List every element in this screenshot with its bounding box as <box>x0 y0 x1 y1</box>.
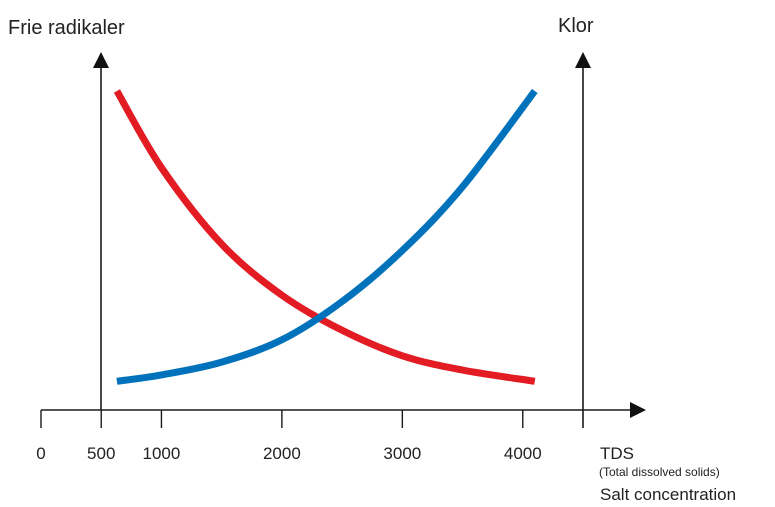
x-tick-label: 3000 <box>383 444 421 463</box>
x-axis-arrow-icon <box>630 402 646 418</box>
right-axis-title: Klor <box>558 15 594 37</box>
axes <box>41 52 646 428</box>
x-ticks: 0 500 1000 2000 3000 4000 <box>36 410 542 463</box>
x-axis-title: TDS <box>600 444 634 463</box>
x-tick-label: 1000 <box>143 444 181 463</box>
right-y-axis-arrow-icon <box>575 52 591 68</box>
left-axis-title: Frie radikaler <box>8 17 125 39</box>
series-layer <box>113 88 538 385</box>
x-tick-label: 500 <box>87 444 115 463</box>
x-tick-label: 4000 <box>504 444 542 463</box>
x-tick-label: 2000 <box>263 444 301 463</box>
x-axis-subtitle: (Total dissolved solids) <box>599 465 720 479</box>
left-y-axis-arrow-icon <box>93 52 109 68</box>
x-tick-label: 0 <box>36 444 45 463</box>
series-line-klor <box>116 88 538 385</box>
series-line-frie-radikaler <box>113 89 536 385</box>
x-axis-extra-label: Salt concentration <box>600 485 736 504</box>
